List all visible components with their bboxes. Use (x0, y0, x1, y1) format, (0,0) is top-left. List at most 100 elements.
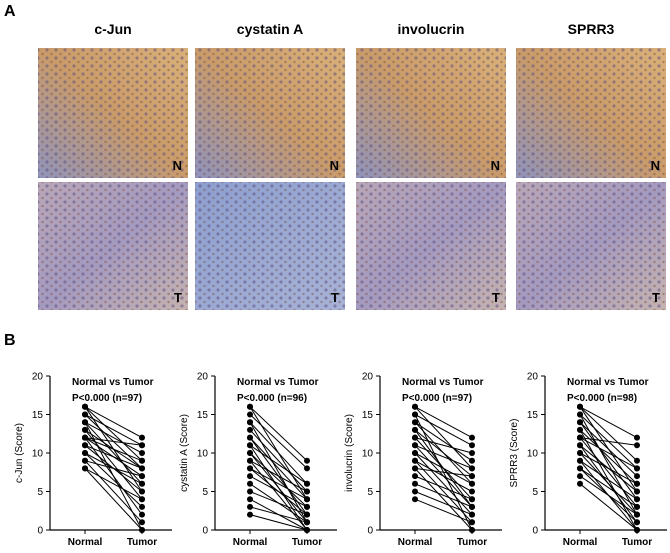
data-point (469, 488, 475, 495)
pair-line (414, 414, 473, 446)
pair-line (579, 437, 638, 469)
data-point (247, 434, 253, 441)
pair-line (249, 460, 308, 531)
data-point (469, 511, 475, 518)
y-axis-label: involucrin (Score) (344, 414, 355, 492)
data-point (577, 450, 583, 456)
y-tick-label: 0 (367, 526, 373, 537)
data-point (469, 480, 475, 487)
annotation: Normal vs Tumor (237, 377, 319, 388)
row-label: N (491, 158, 500, 173)
histology-texture (516, 48, 666, 178)
y-tick-label: 15 (32, 410, 44, 421)
data-point (82, 419, 88, 426)
pair-line (249, 421, 308, 523)
x-tick-label: Normal (398, 537, 433, 548)
pair-line (414, 421, 473, 462)
data-point (577, 473, 583, 480)
x-tick-label: Normal (233, 537, 268, 548)
pair-line (579, 406, 638, 462)
y-tick-label: 10 (197, 449, 209, 460)
pair-line (249, 475, 308, 508)
pair-line (414, 483, 473, 508)
histology-texture (356, 182, 506, 310)
x-tick-label: Tumor (292, 537, 322, 548)
data-point (247, 457, 253, 464)
data-point (247, 419, 253, 426)
pair-line (84, 460, 143, 477)
data-point (139, 457, 145, 464)
data-point (304, 480, 310, 487)
data-point (469, 503, 475, 510)
histology-texture (195, 48, 345, 178)
data-point (412, 426, 418, 433)
y-tick-label: 5 (37, 487, 43, 498)
panel-label: B (4, 332, 16, 349)
data-point (412, 403, 418, 410)
data-point (82, 465, 88, 472)
pair-line (414, 437, 473, 454)
column-title: cystatin A (237, 21, 303, 37)
data-point (304, 496, 310, 503)
pair-line (579, 452, 638, 485)
pair-line (414, 468, 473, 531)
pair-line (249, 414, 308, 469)
row-label: N (651, 158, 660, 173)
pair-line (84, 421, 143, 454)
data-point (634, 511, 640, 518)
annotation: P<0.000 (n=97) (72, 393, 142, 404)
data-point (139, 488, 145, 495)
y-tick-label: 0 (532, 526, 538, 537)
data-point (634, 488, 640, 495)
data-point (634, 527, 640, 533)
y-tick-label: 0 (37, 526, 43, 537)
data-point (634, 442, 640, 449)
pair-line (414, 460, 473, 492)
data-point (82, 442, 88, 449)
row-label: T (492, 290, 500, 305)
data-point (412, 488, 418, 495)
data-point (247, 426, 253, 433)
row-label: T (331, 290, 339, 305)
pair-line (414, 429, 473, 477)
data-point (634, 519, 640, 526)
data-point (304, 511, 310, 518)
pair-line (249, 460, 308, 492)
data-point (139, 527, 145, 533)
pair-line (579, 437, 638, 508)
y-axis-label: SPRR3 (Score) (509, 419, 520, 488)
data-point (304, 527, 310, 533)
data-point (634, 434, 640, 441)
y-tick-label: 20 (197, 372, 209, 383)
pair-line (414, 429, 473, 508)
data-point (304, 457, 310, 464)
data-point (469, 519, 475, 526)
data-point (412, 450, 418, 456)
pair-line (84, 467, 143, 500)
data-point (82, 457, 88, 464)
y-tick-label: 10 (32, 449, 44, 460)
data-point (139, 465, 145, 472)
data-point (634, 473, 640, 480)
x-tick-label: Normal (68, 537, 103, 548)
pair-line (414, 475, 473, 500)
data-point (247, 503, 253, 510)
data-point (412, 434, 418, 441)
histology-texture (356, 48, 506, 178)
x-tick-label: Tumor (457, 537, 487, 548)
annotation: Normal vs Tumor (567, 377, 649, 388)
data-point (469, 457, 475, 464)
pair-line (414, 414, 473, 531)
pair-line (579, 421, 638, 500)
data-point (247, 496, 253, 503)
data-point (577, 442, 583, 449)
pair-line (249, 514, 308, 531)
data-point (139, 480, 145, 487)
pair-line (579, 467, 638, 508)
pair-line (249, 444, 308, 485)
row-label: T (652, 290, 660, 305)
data-point (139, 496, 145, 503)
data-point (577, 465, 583, 472)
y-tick-label: 0 (202, 526, 208, 537)
pair-line (414, 452, 473, 515)
